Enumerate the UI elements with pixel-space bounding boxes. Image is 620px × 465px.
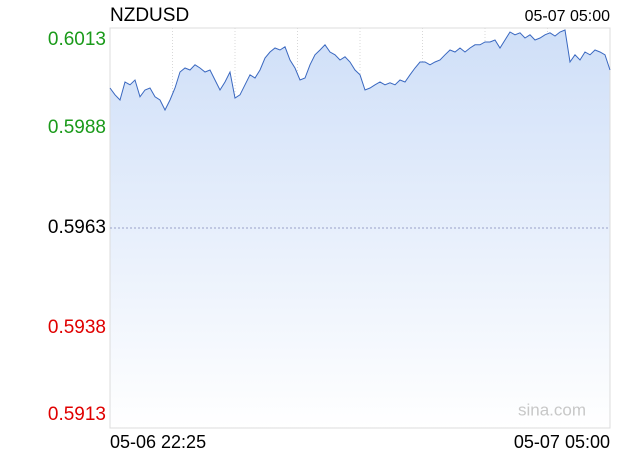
x-start-label: 05-06 22:25: [110, 432, 206, 452]
watermark: sina.com: [518, 400, 586, 419]
chart-title: NZDUSD: [110, 5, 189, 26]
latest-time: 05-07 05:00: [525, 8, 611, 25]
y-tick-label: 0.5988: [48, 117, 106, 138]
y-tick-label: 0.5938: [48, 317, 106, 338]
price-line: [109, 29, 611, 112]
x-end-label: 05-07 05:00: [514, 432, 610, 452]
y-tick-label: 0.5963: [48, 217, 106, 238]
y-tick-label: 0.6013: [48, 29, 106, 50]
area: [110, 30, 610, 428]
y-tick-label: 0.5913: [48, 404, 106, 425]
